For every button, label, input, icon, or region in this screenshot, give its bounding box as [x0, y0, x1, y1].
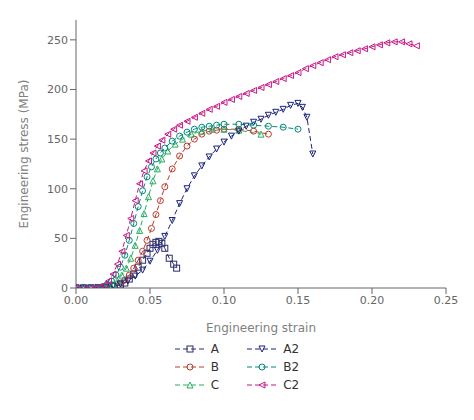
svg-text:0: 0 [61, 282, 68, 295]
svg-text:0.15: 0.15 [286, 294, 311, 307]
svg-text:Engineering stress (MPa): Engineering stress (MPa) [17, 80, 31, 229]
svg-text:0.05: 0.05 [138, 294, 163, 307]
svg-text:0.20: 0.20 [360, 294, 385, 307]
html-text:C: C [210, 378, 220, 392]
html-text:A: A [210, 342, 219, 356]
svg-text:250: 250 [47, 34, 68, 47]
html-text:A2: A2 [283, 342, 299, 356]
svg-text:200: 200 [47, 83, 68, 96]
svg-text:50: 50 [54, 232, 68, 245]
html-text:B2: B2 [283, 360, 300, 374]
svg-text:0.10: 0.10 [212, 294, 237, 307]
svg-text:100: 100 [47, 183, 68, 196]
svg-text:0.00: 0.00 [64, 294, 89, 307]
svg-text:150: 150 [47, 133, 68, 146]
svg-text:Engineering strain: Engineering strain [206, 321, 316, 335]
svg-text:0.25: 0.25 [434, 294, 459, 307]
html-text:C2: C2 [283, 378, 300, 392]
html-text:B: B [210, 360, 219, 374]
